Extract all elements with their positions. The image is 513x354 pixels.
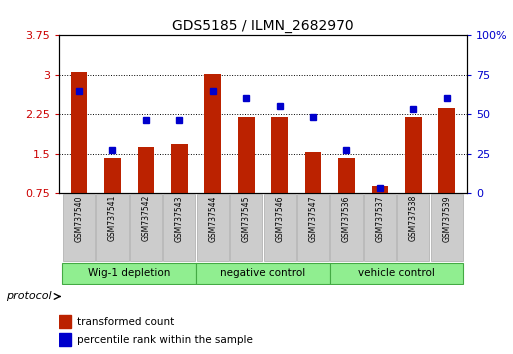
Text: vehicle control: vehicle control [358,268,435,278]
Text: protocol: protocol [6,291,51,302]
Text: negative control: negative control [220,268,306,278]
Bar [171,144,188,193]
Bar [104,158,121,193]
Bar [137,147,154,193]
Text: GSM737541: GSM737541 [108,195,117,241]
FancyBboxPatch shape [163,194,195,261]
FancyBboxPatch shape [397,194,429,261]
Text: GSM737546: GSM737546 [275,195,284,241]
FancyBboxPatch shape [431,194,463,261]
Text: percentile rank within the sample: percentile rank within the sample [77,335,253,345]
Text: GSM737537: GSM737537 [376,195,384,241]
Title: GDS5185 / ILMN_2682970: GDS5185 / ILMN_2682970 [172,19,354,33]
Bar [405,117,422,193]
Bar [439,108,455,193]
Text: GSM737540: GSM737540 [74,195,84,241]
Text: GSM737539: GSM737539 [442,195,451,241]
Bar [305,153,322,193]
FancyBboxPatch shape [364,194,396,261]
FancyBboxPatch shape [330,263,463,284]
Text: GSM737543: GSM737543 [175,195,184,241]
FancyBboxPatch shape [96,194,129,261]
Bar [71,72,87,193]
Bar [59,315,71,328]
Text: GSM737545: GSM737545 [242,195,251,241]
Bar [338,158,355,193]
Bar [59,333,71,346]
FancyBboxPatch shape [230,194,262,261]
FancyBboxPatch shape [63,263,196,284]
FancyBboxPatch shape [130,194,162,261]
FancyBboxPatch shape [63,194,95,261]
Text: GSM737544: GSM737544 [208,195,218,241]
Bar [204,74,221,193]
FancyBboxPatch shape [297,194,329,261]
FancyBboxPatch shape [330,194,363,261]
Text: GSM737547: GSM737547 [308,195,318,241]
Bar [271,117,288,193]
Bar [238,117,254,193]
Text: transformed count: transformed count [77,317,174,327]
Text: GSM737542: GSM737542 [142,195,150,241]
FancyBboxPatch shape [196,194,229,261]
FancyBboxPatch shape [264,194,295,261]
FancyBboxPatch shape [196,263,330,284]
Bar [371,186,388,193]
Text: GSM737536: GSM737536 [342,195,351,241]
Text: GSM737538: GSM737538 [409,195,418,241]
Text: Wig-1 depletion: Wig-1 depletion [88,268,170,278]
